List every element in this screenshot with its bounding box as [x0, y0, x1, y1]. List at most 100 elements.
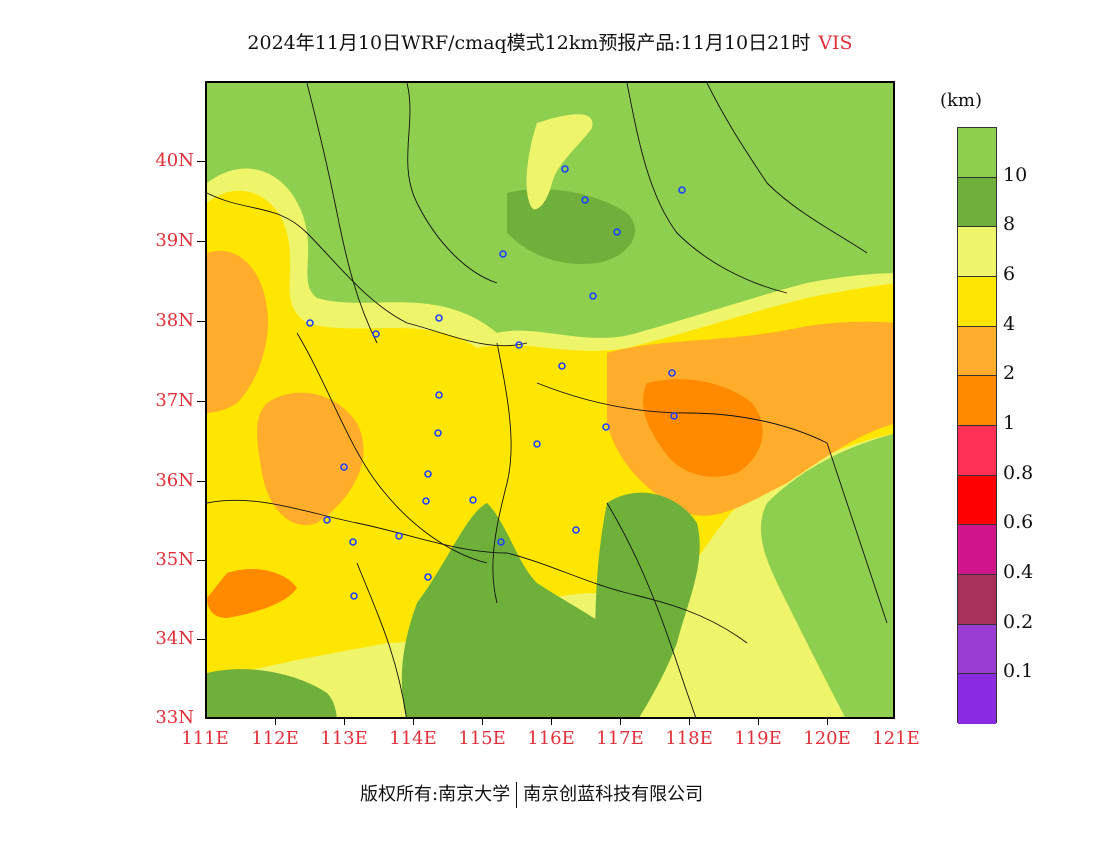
lat-label: 35N [155, 549, 194, 570]
lat-tick [197, 560, 205, 561]
lon-tick [689, 719, 690, 725]
lon-tick [275, 719, 276, 725]
lon-label: 112E [251, 728, 299, 749]
colorbar-cell [958, 425, 996, 476]
lat-label: 34N [155, 628, 194, 649]
station-marker [435, 391, 443, 399]
lat-tick [197, 401, 205, 402]
boundary-lines [207, 83, 888, 717]
station-marker [515, 341, 523, 349]
lat-label: 36N [155, 470, 194, 491]
lon-label: 116E [527, 728, 575, 749]
station-marker [372, 330, 380, 338]
lon-label: 117E [596, 728, 644, 749]
copyright-text: 版权所有:南京大学 [360, 784, 511, 805]
vis-zone-4km [207, 190, 893, 683]
lon-tick [344, 719, 345, 725]
lat-tick [197, 161, 205, 162]
colorbar-label: 4 [1003, 312, 1016, 335]
lat-label: 39N [155, 230, 194, 251]
lat-label: 40N [155, 150, 194, 171]
lon-tick [620, 719, 621, 725]
colorbar-label: 1 [1003, 411, 1016, 434]
vis-zone-1km-west [207, 568, 297, 618]
lon-label: 114E [389, 728, 437, 749]
station-marker [435, 314, 443, 322]
station-marker [499, 250, 507, 258]
colorbar-cell [958, 227, 996, 277]
lon-tick [482, 719, 483, 725]
station-marker [395, 532, 403, 540]
colorbar-label: 10 [1003, 163, 1028, 186]
station-marker [533, 440, 541, 448]
lon-label: 119E [734, 728, 782, 749]
legend-unit: (km) [940, 90, 983, 111]
colorbar-cell [958, 475, 996, 526]
station-marker [572, 526, 580, 534]
lon-tick [413, 719, 414, 725]
lat-label: 33N [155, 707, 194, 728]
colorbar-cell [958, 624, 996, 675]
colorbar-cell [958, 674, 996, 724]
lon-label: 113E [320, 728, 368, 749]
lat-label: 37N [155, 390, 194, 411]
map-panel [205, 81, 895, 719]
chart-title: 2024年11月10日WRF/cmaq模式12km预报产品:11月10日21时 V… [0, 28, 1100, 55]
colorbar-label: 6 [1003, 262, 1016, 285]
variable-label: VIS [818, 32, 853, 54]
lon-label: 115E [458, 728, 506, 749]
station-marker [558, 362, 566, 370]
footer: 版权所有:南京大学 南京创蓝科技有限公司 [360, 780, 703, 808]
station-marker [323, 516, 331, 524]
station-marker [422, 497, 430, 505]
vis-zone-6km-north-strip [526, 114, 593, 210]
station-marker [424, 470, 432, 478]
colorbar-label: 8 [1003, 213, 1016, 236]
lon-label: 118E [665, 728, 713, 749]
colorbar-label: 2 [1003, 362, 1016, 385]
lat-tick [197, 639, 205, 640]
colorbar-cell [958, 128, 996, 178]
colorbar-cell [958, 177, 996, 228]
colorbar-cell [958, 525, 996, 575]
station-marker [306, 319, 314, 327]
station-marker [497, 538, 505, 546]
station-marker [340, 463, 348, 471]
lat-tick [197, 321, 205, 322]
title-text: 2024年11月10日WRF/cmaq模式12km预报产品:11月10日21时 [247, 32, 811, 54]
station-marker [602, 423, 610, 431]
colorbar-label: 0.8 [1003, 461, 1034, 484]
colorbar-cell [958, 276, 996, 327]
company-text: 南京创蓝科技有限公司 [523, 784, 704, 805]
lon-label: 120E [803, 728, 851, 749]
station-marker [434, 429, 442, 437]
lat-tick [197, 481, 205, 482]
lon-tick [551, 719, 552, 725]
vis-zone-8km-southwest [207, 669, 337, 717]
lat-tick [197, 241, 205, 242]
vis-zone-2km-west [207, 250, 268, 413]
station-marker [613, 228, 621, 236]
station-marker [678, 186, 686, 194]
station-marker [561, 165, 569, 173]
visibility-map [207, 83, 893, 717]
colorbar-label: 0.6 [1003, 511, 1034, 534]
colorbar-label: 0.2 [1003, 610, 1034, 633]
footer-divider [516, 782, 518, 808]
vis-zone-8km-north [507, 189, 636, 264]
colorbar-label: 0.1 [1003, 660, 1034, 683]
station-marker [589, 292, 597, 300]
station-markers [306, 165, 686, 600]
station-marker [670, 412, 678, 420]
station-marker [424, 573, 432, 581]
lon-tick [827, 719, 828, 725]
colorbar-cell [958, 326, 996, 377]
lon-label: 111E [181, 728, 229, 749]
vis-zone-2km-central [257, 392, 364, 525]
colorbar-cell [958, 574, 996, 625]
vis-zone-8km-south [401, 503, 633, 717]
colorbar [957, 127, 997, 724]
station-marker [581, 196, 589, 204]
vis-zone-8km-southeast [588, 492, 700, 717]
station-marker [350, 592, 358, 600]
